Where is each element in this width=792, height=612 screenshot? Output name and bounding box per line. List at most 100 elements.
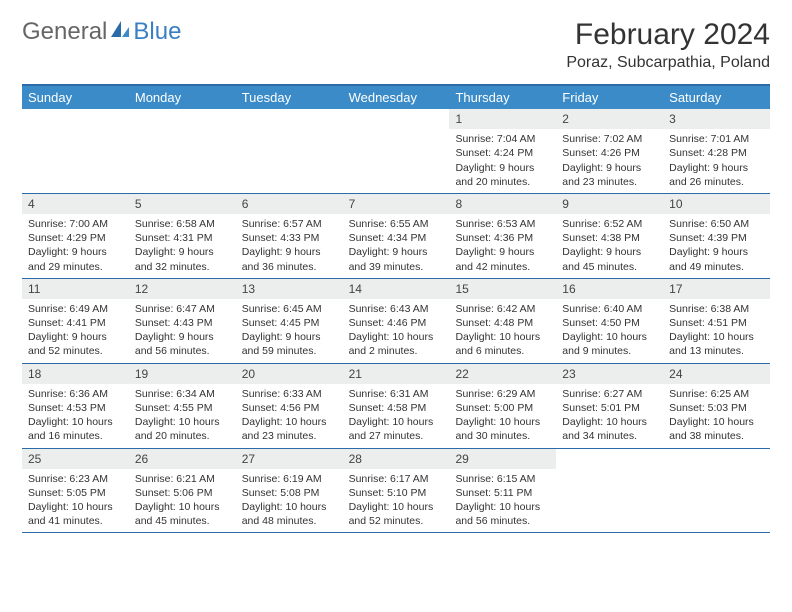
day-number: 13 [236, 279, 343, 299]
day-body: Sunrise: 6:33 AMSunset: 4:56 PMDaylight:… [236, 384, 343, 448]
day-body: Sunrise: 6:38 AMSunset: 4:51 PMDaylight:… [663, 299, 770, 363]
daylight-text: Daylight: 10 hours and 41 minutes. [28, 500, 123, 528]
day-number: 17 [663, 279, 770, 299]
day-number: 24 [663, 364, 770, 384]
daylight-text: Daylight: 10 hours and 13 minutes. [669, 330, 764, 358]
sunset-text: Sunset: 4:36 PM [455, 231, 550, 245]
sunrise-text: Sunrise: 6:58 AM [135, 217, 230, 231]
day-cell: 10Sunrise: 6:50 AMSunset: 4:39 PMDayligh… [663, 194, 770, 278]
sunrise-text: Sunrise: 7:04 AM [455, 132, 550, 146]
sunset-text: Sunset: 5:11 PM [455, 486, 550, 500]
day-number: 23 [556, 364, 663, 384]
day-body: Sunrise: 7:02 AMSunset: 4:26 PMDaylight:… [556, 129, 663, 193]
dayhead-thu: Thursday [449, 86, 556, 109]
sunset-text: Sunset: 5:10 PM [349, 486, 444, 500]
title-block: February 2024 Poraz, Subcarpathia, Polan… [566, 18, 770, 72]
day-number [663, 449, 770, 453]
day-cell: 3Sunrise: 7:01 AMSunset: 4:28 PMDaylight… [663, 109, 770, 193]
sunset-text: Sunset: 4:38 PM [562, 231, 657, 245]
day-body: Sunrise: 6:49 AMSunset: 4:41 PMDaylight:… [22, 299, 129, 363]
dayhead-wed: Wednesday [343, 86, 450, 109]
sunset-text: Sunset: 5:08 PM [242, 486, 337, 500]
daylight-text: Daylight: 10 hours and 48 minutes. [242, 500, 337, 528]
day-number: 3 [663, 109, 770, 129]
day-number: 21 [343, 364, 450, 384]
day-number: 6 [236, 194, 343, 214]
day-number: 8 [449, 194, 556, 214]
dayhead-tue: Tuesday [236, 86, 343, 109]
sunrise-text: Sunrise: 6:43 AM [349, 302, 444, 316]
day-body: Sunrise: 6:45 AMSunset: 4:45 PMDaylight:… [236, 299, 343, 363]
day-number: 29 [449, 449, 556, 469]
day-body: Sunrise: 6:47 AMSunset: 4:43 PMDaylight:… [129, 299, 236, 363]
day-number [236, 109, 343, 113]
dayhead-sun: Sunday [22, 86, 129, 109]
day-body: Sunrise: 6:58 AMSunset: 4:31 PMDaylight:… [129, 214, 236, 278]
day-cell: 5Sunrise: 6:58 AMSunset: 4:31 PMDaylight… [129, 194, 236, 278]
sunrise-text: Sunrise: 7:02 AM [562, 132, 657, 146]
sunrise-text: Sunrise: 7:01 AM [669, 132, 764, 146]
daylight-text: Daylight: 9 hours and 59 minutes. [242, 330, 337, 358]
sunset-text: Sunset: 4:34 PM [349, 231, 444, 245]
week-row: 25Sunrise: 6:23 AMSunset: 5:05 PMDayligh… [22, 449, 770, 534]
day-number: 7 [343, 194, 450, 214]
sunset-text: Sunset: 4:50 PM [562, 316, 657, 330]
day-number: 11 [22, 279, 129, 299]
daylight-text: Daylight: 9 hours and 56 minutes. [135, 330, 230, 358]
day-body: Sunrise: 6:15 AMSunset: 5:11 PMDaylight:… [449, 469, 556, 533]
day-body: Sunrise: 6:27 AMSunset: 5:01 PMDaylight:… [556, 384, 663, 448]
sunrise-text: Sunrise: 6:53 AM [455, 217, 550, 231]
sunset-text: Sunset: 4:56 PM [242, 401, 337, 415]
day-number: 9 [556, 194, 663, 214]
day-body: Sunrise: 6:36 AMSunset: 4:53 PMDaylight:… [22, 384, 129, 448]
day-cell: 22Sunrise: 6:29 AMSunset: 5:00 PMDayligh… [449, 364, 556, 448]
day-number [343, 109, 450, 113]
day-number: 19 [129, 364, 236, 384]
sunrise-text: Sunrise: 6:55 AM [349, 217, 444, 231]
daylight-text: Daylight: 9 hours and 26 minutes. [669, 161, 764, 189]
day-cell: 29Sunrise: 6:15 AMSunset: 5:11 PMDayligh… [449, 449, 556, 533]
day-body: Sunrise: 7:04 AMSunset: 4:24 PMDaylight:… [449, 129, 556, 193]
day-cell: 18Sunrise: 6:36 AMSunset: 4:53 PMDayligh… [22, 364, 129, 448]
daylight-text: Daylight: 9 hours and 42 minutes. [455, 245, 550, 273]
logo-text-general: General [22, 18, 107, 46]
sunset-text: Sunset: 5:06 PM [135, 486, 230, 500]
daylight-text: Daylight: 9 hours and 20 minutes. [455, 161, 550, 189]
day-body: Sunrise: 6:53 AMSunset: 4:36 PMDaylight:… [449, 214, 556, 278]
sunset-text: Sunset: 4:53 PM [28, 401, 123, 415]
day-cell: 16Sunrise: 6:40 AMSunset: 4:50 PMDayligh… [556, 279, 663, 363]
day-number: 10 [663, 194, 770, 214]
day-number: 28 [343, 449, 450, 469]
daylight-text: Daylight: 9 hours and 49 minutes. [669, 245, 764, 273]
day-cell: 9Sunrise: 6:52 AMSunset: 4:38 PMDaylight… [556, 194, 663, 278]
sunset-text: Sunset: 5:01 PM [562, 401, 657, 415]
sunrise-text: Sunrise: 6:42 AM [455, 302, 550, 316]
sunset-text: Sunset: 4:51 PM [669, 316, 764, 330]
sunset-text: Sunset: 5:05 PM [28, 486, 123, 500]
day-number [129, 109, 236, 113]
sunrise-text: Sunrise: 6:15 AM [455, 472, 550, 486]
day-number: 14 [343, 279, 450, 299]
sunrise-text: Sunrise: 6:19 AM [242, 472, 337, 486]
day-cell [129, 109, 236, 193]
day-number: 27 [236, 449, 343, 469]
daylight-text: Daylight: 9 hours and 29 minutes. [28, 245, 123, 273]
daylight-text: Daylight: 10 hours and 45 minutes. [135, 500, 230, 528]
day-cell: 1Sunrise: 7:04 AMSunset: 4:24 PMDaylight… [449, 109, 556, 193]
sunrise-text: Sunrise: 6:45 AM [242, 302, 337, 316]
day-cell [343, 109, 450, 193]
day-body: Sunrise: 6:19 AMSunset: 5:08 PMDaylight:… [236, 469, 343, 533]
day-body: Sunrise: 6:52 AMSunset: 4:38 PMDaylight:… [556, 214, 663, 278]
month-title: February 2024 [566, 18, 770, 52]
sunset-text: Sunset: 4:26 PM [562, 146, 657, 160]
day-cell: 21Sunrise: 6:31 AMSunset: 4:58 PMDayligh… [343, 364, 450, 448]
day-body: Sunrise: 6:40 AMSunset: 4:50 PMDaylight:… [556, 299, 663, 363]
sunrise-text: Sunrise: 6:57 AM [242, 217, 337, 231]
sunrise-text: Sunrise: 6:21 AM [135, 472, 230, 486]
location-text: Poraz, Subcarpathia, Poland [566, 54, 770, 72]
sunset-text: Sunset: 4:29 PM [28, 231, 123, 245]
day-cell [556, 449, 663, 533]
daylight-text: Daylight: 9 hours and 36 minutes. [242, 245, 337, 273]
day-number [22, 109, 129, 113]
day-cell [236, 109, 343, 193]
